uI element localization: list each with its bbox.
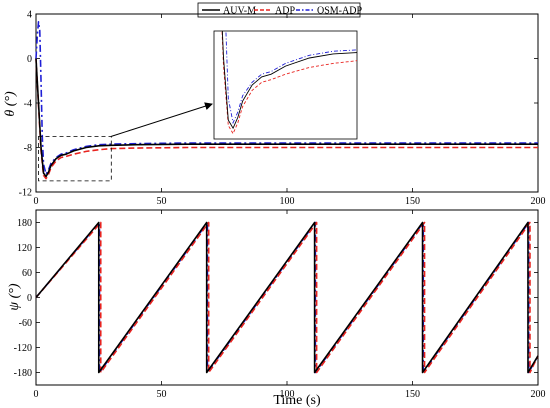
- theta-xtick-label: 0: [34, 196, 39, 207]
- psi-line-auv-m: [35, 221, 539, 374]
- x-axis-label: Time (s): [273, 393, 321, 408]
- legend-label: ADP: [275, 6, 295, 17]
- zoom-inset: [213, 30, 358, 140]
- psi-line-adp: [35, 221, 539, 374]
- psi-series: [35, 221, 539, 374]
- theta-ytick-label: -8: [24, 143, 32, 154]
- theta-ytick-label: 0: [27, 54, 32, 65]
- psi-xtick-label: 0: [34, 389, 39, 400]
- theta-series: [35, 20, 538, 180]
- theta-ytick-label: 4: [27, 10, 32, 21]
- theta-panel: 0 50 100 150 200 -12 -8 -4 0 4 θ (°): [3, 10, 546, 208]
- psi-ytick-label: 180: [17, 218, 32, 229]
- theta-line-adp: [35, 58, 538, 180]
- theta-xtick-label: 100: [280, 196, 295, 207]
- psi-ytick-label: 60: [22, 268, 32, 279]
- theta-ylabel: θ (°): [3, 91, 18, 117]
- theta-ytick-label: -4: [24, 99, 32, 110]
- theta-line-auv-m: [35, 58, 538, 178]
- psi-ytick-label: -120: [14, 343, 32, 354]
- theta-xtick-label: 200: [531, 196, 546, 207]
- psi-xtick-label: 50: [157, 389, 167, 400]
- theta-ytick-label: -12: [19, 188, 32, 199]
- psi-ytick-label: 0: [27, 293, 32, 304]
- legend-label: AUV-M: [223, 6, 256, 17]
- theta-xtick-label: 50: [157, 196, 167, 207]
- psi-ylabel: ψ (°): [7, 283, 22, 310]
- theta-xtick-label: 150: [405, 196, 420, 207]
- psi-line-osm-adp: [35, 221, 539, 374]
- psi-ticks: 0 50 100 150 200 -180 -120 -60 0 60 120 180: [14, 210, 546, 400]
- legend: AUV-M ADP OSM-ADP: [197, 2, 362, 18]
- psi-xtick-label: 200: [531, 389, 546, 400]
- psi-xtick-label: 100: [280, 389, 295, 400]
- psi-ytick-label: -60: [19, 318, 32, 329]
- theta-ticks: 0 50 100 150 200 -12 -8 -4 0 4: [19, 10, 546, 208]
- inset-line-auv-m: [221, 31, 357, 130]
- psi-ytick-label: 120: [17, 243, 32, 254]
- psi-ytick-label: -180: [14, 368, 32, 379]
- legend-label: OSM-ADP: [317, 6, 362, 17]
- zoom-highlight-box: [38, 135, 112, 182]
- zoom-arrow: [111, 102, 213, 137]
- psi-panel: 0 50 100 150 200 -180 -120 -60 0 60 120 180 ψ (°) T…: [7, 209, 546, 408]
- psi-xtick-label: 150: [405, 389, 420, 400]
- theta-line-osm-adp: [35, 20, 538, 175]
